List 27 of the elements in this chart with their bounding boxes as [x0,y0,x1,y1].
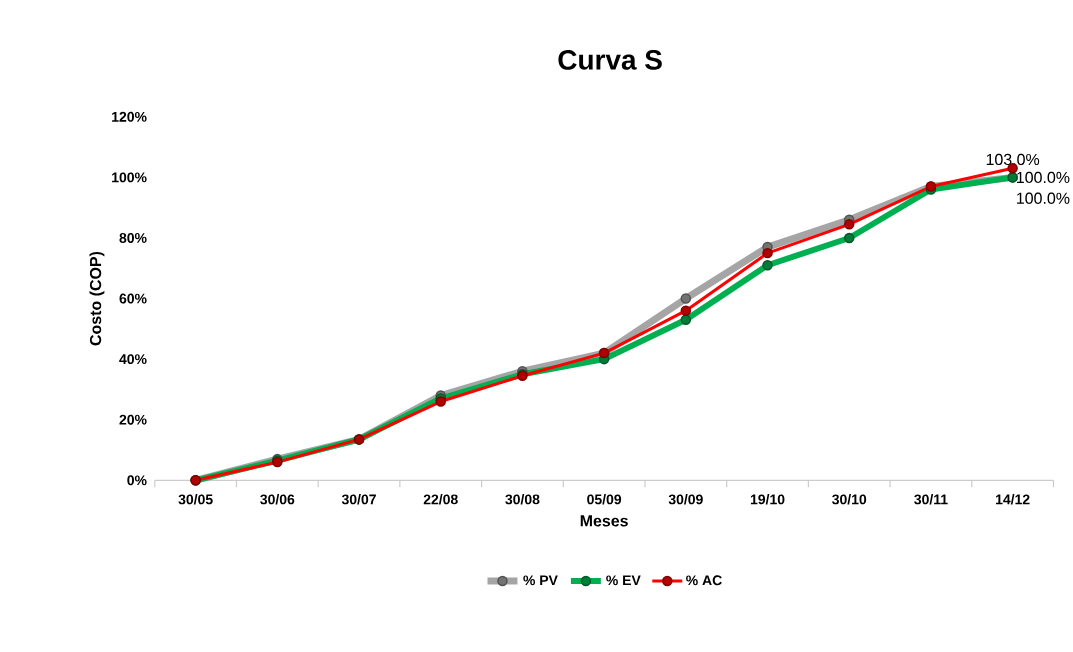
legend-label: % AC [686,575,722,586]
y-tick-label: 120% [112,111,147,122]
x-tick-label: 30/08 [505,494,540,505]
y-tick-label: 40% [119,354,147,365]
y-tick-label: 20% [119,414,147,425]
x-tick-label: 30/10 [832,494,867,505]
x-tick-label: 30/05 [178,494,213,505]
y-tick-label: 0% [127,475,147,486]
x-tick-label: 30/06 [260,494,295,505]
x-tick-label: 14/12 [996,494,1030,505]
x-axis-title: Meses [580,515,628,527]
chart-title: Curva S [558,50,662,70]
y-tick-label: 60% [119,293,147,304]
x-tick-label: 30/07 [341,494,376,505]
x-tick-label: 19/10 [750,494,785,505]
y-axis-title: Costo (COP) [89,251,105,346]
data-label: 100.0% [1017,171,1070,184]
y-tick-label: 80% [119,233,147,243]
x-tick-label: 30/11 [914,494,948,505]
data-label: 103.0% [986,153,1040,166]
y-tick-label: 100% [112,172,147,183]
x-tick-label: 30/09 [668,494,703,505]
x-tick-label: 22/08 [423,494,458,505]
x-tick-label: 05/09 [587,494,622,505]
legend-label: % EV [606,575,641,586]
legend-label: % PV [523,575,558,586]
data-label: 100.0% [1017,192,1070,204]
